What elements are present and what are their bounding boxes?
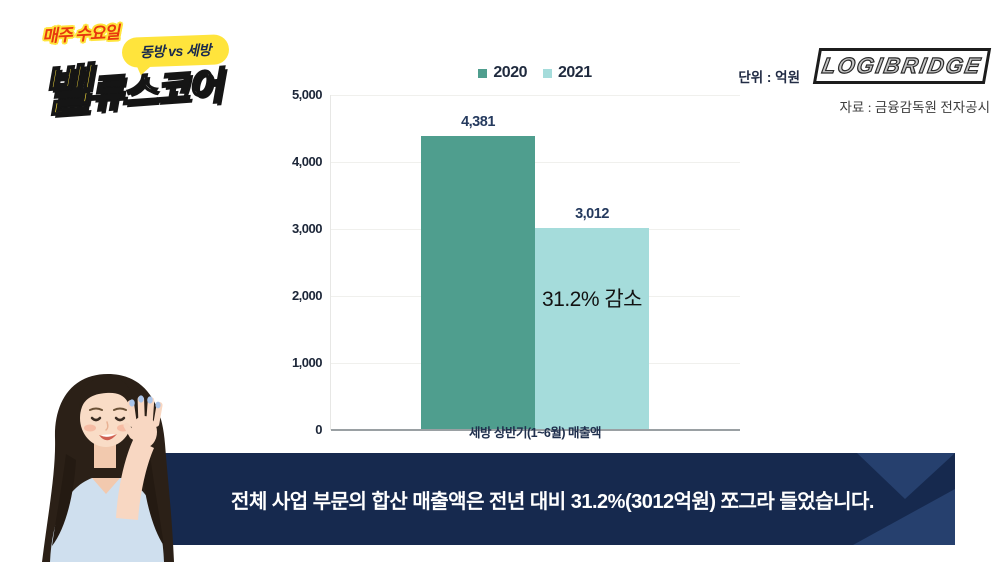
bar-chart-plot-area: 4,381 3,012 31.2% 감소 <box>330 95 740 431</box>
chart-legend: 2020 2021 <box>330 64 740 82</box>
y-tick-0: 0 <box>315 422 322 437</box>
y-tick-1000: 1,000 <box>291 355 323 370</box>
y-tick-3000: 3,000 <box>291 221 323 236</box>
bar-value-label-2020: 4,381 <box>461 114 495 130</box>
show-title-first-char: 밸 <box>38 59 92 124</box>
x-axis-line <box>331 429 740 431</box>
y-tick-2000: 2,000 <box>291 288 323 303</box>
legend-item-2021: 2021 <box>543 64 592 82</box>
gridline-5000 <box>331 95 740 96</box>
bar-2020 <box>421 136 535 430</box>
x-axis-category-label: 세방 상반기(1~6월) 매출액 <box>469 426 601 440</box>
legend-swatch-2020 <box>478 68 488 78</box>
brand-logo-text: LOGIBRIDGE <box>820 52 985 78</box>
caption-banner: 전체 사업 부문의 합산 매출액은 전년 대비 31.2%(3012억원) 쪼그… <box>150 453 955 545</box>
legend-label-2020: 2020 <box>493 64 527 81</box>
unit-label: 단위 : 억원 <box>738 70 800 85</box>
bar-value-label-2021: 3,012 <box>575 206 609 222</box>
legend-swatch-2021 <box>543 68 552 78</box>
y-tick-5000: 5,000 <box>291 87 323 102</box>
show-title-rest: 류스코어 <box>86 65 222 118</box>
legend-item-2020: 2020 <box>478 64 527 82</box>
matchup-badge: 동방 vs 세방 <box>121 34 230 68</box>
caption-text: 전체 사업 부문의 합산 매출액은 전년 대비 31.2%(3012억원) 쪼그… <box>231 490 874 513</box>
banner-chevron-decoration <box>853 453 955 545</box>
decrease-annotation: 31.2% 감소 <box>541 288 643 311</box>
gridline-4000 <box>331 162 740 163</box>
presenter-photo <box>42 374 174 562</box>
data-source-note: 자료 : 금융감독원 전자공시 <box>839 100 991 115</box>
y-tick-4000: 4,000 <box>291 154 323 169</box>
legend-label-2021: 2021 <box>558 64 592 81</box>
show-logo: 매주 수요일 동방 vs 세방 밸류스코어 <box>30 12 290 132</box>
bar-2021 <box>535 228 649 430</box>
brand-logo: LOGIBRIDGE <box>812 48 992 84</box>
